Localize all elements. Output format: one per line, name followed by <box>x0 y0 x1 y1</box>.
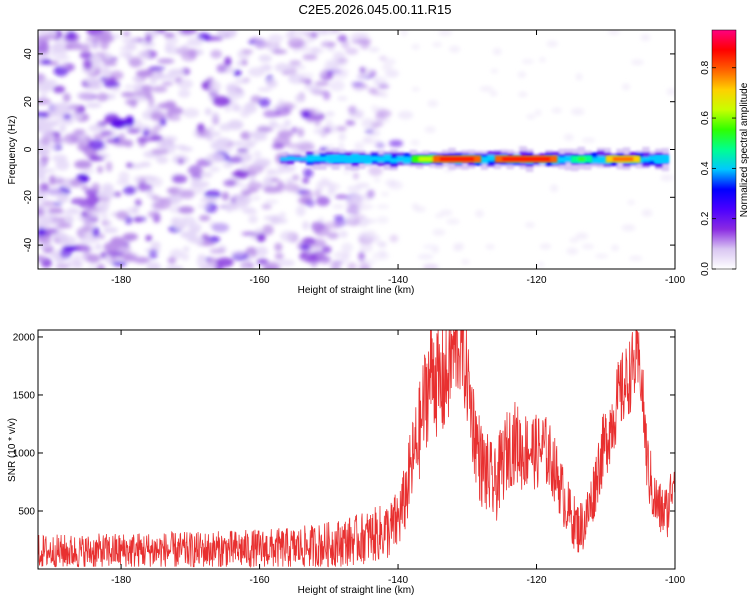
snr-x-tick-label: -120 <box>527 575 547 586</box>
snr-y-tick-label: 1000 <box>13 448 36 459</box>
snr-y-tick-label: 500 <box>18 506 35 517</box>
snr-y-tick-label: 2000 <box>13 332 36 343</box>
colorbar-tick-label: 0.8 <box>700 60 711 74</box>
spectrogram-y-tick-label: -20 <box>23 190 34 205</box>
spectrogram-y-tick-label: 0 <box>23 146 34 152</box>
colorbar-gradient <box>711 29 737 270</box>
page-title: C2E5.2026.045.00.11.R15 <box>298 2 452 17</box>
spectrogram-y-tick-label: -40 <box>23 237 34 252</box>
spectrogram-x-axis-label: Height of straight line (km) <box>298 285 415 296</box>
snr-x-tick-label: -100 <box>665 575 685 586</box>
snr-series-line <box>38 330 675 568</box>
spectrogram-x-tick-label: -160 <box>250 275 270 286</box>
signal-track <box>280 146 670 172</box>
spectrogram-y-axis-label: Frequency (Hz) <box>7 116 18 185</box>
snr-y-axis-label: SNR (10 * v/v) <box>7 418 18 482</box>
snr-panel: -180 -160 -140 -120 -100 500 1000 1500 2000 Hei… <box>7 329 685 596</box>
colorbar-label: Normalized spectral amplitude <box>739 82 750 217</box>
spectrogram-panel: -180 -160 -140 -120 -100 -40 -20 0 20 40 Height … <box>7 29 685 296</box>
colorbar: 0.0 0.2 0.4 0.6 0.8 Normalized spectral ampl… <box>700 29 750 276</box>
snr-x-tick-label: -160 <box>250 575 270 586</box>
colorbar-tick-label: 0.4 <box>700 161 711 175</box>
spectrogram-y-tick-label: 20 <box>23 96 34 108</box>
snr-y-tick-label: 1500 <box>13 390 36 401</box>
colorbar-tick-label: 0.0 <box>700 262 711 276</box>
snr-x-axis-label: Height of straight line (km) <box>298 585 415 596</box>
colorbar-tick-label: 0.2 <box>700 211 711 225</box>
noise-field <box>38 30 675 269</box>
spectrogram-x-tick-label: -100 <box>665 275 685 286</box>
snr-frame <box>37 329 676 570</box>
snr-x-tick-label: -140 <box>388 575 408 586</box>
spectrogram-x-tick-label: -140 <box>388 275 408 286</box>
spectrogram-y-tick-label: 40 <box>23 48 34 60</box>
snr-x-tick-label: -180 <box>111 575 131 586</box>
colorbar-tick-label: 0.6 <box>700 111 711 125</box>
spectrogram-x-tick-label: -180 <box>111 275 131 286</box>
spectrogram-x-tick-label: -120 <box>527 275 547 286</box>
